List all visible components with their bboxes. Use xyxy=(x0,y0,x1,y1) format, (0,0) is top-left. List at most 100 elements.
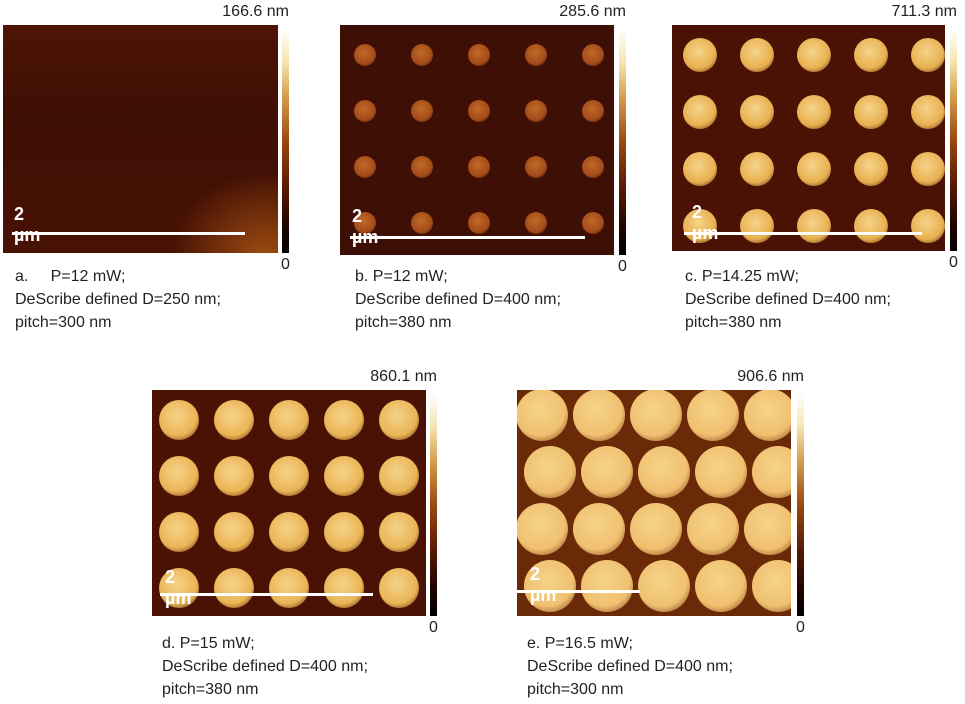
nanostructure-dot xyxy=(379,568,419,608)
nanostructure-dot xyxy=(854,95,888,129)
nanostructure-dot xyxy=(683,38,717,72)
caption-line: DeScribe defined D=250 nm; xyxy=(15,291,221,308)
nanostructure-dot xyxy=(525,156,547,178)
nanostructure-dot xyxy=(269,400,309,440)
nanostructure-dot xyxy=(582,44,604,66)
nanostructure-dot xyxy=(517,503,568,555)
nanostructure-dot xyxy=(687,390,739,441)
nanostructure-dot xyxy=(740,209,774,243)
nanostructure-dot xyxy=(525,44,547,66)
nanostructure-dot xyxy=(797,95,831,129)
nanostructure-dot xyxy=(573,390,625,441)
nanostructure-dot xyxy=(468,44,490,66)
caption-line: b. P=12 mW; xyxy=(355,268,448,285)
nanostructure-dot xyxy=(269,568,309,608)
nanostructure-dot xyxy=(324,400,364,440)
nanostructure-dot xyxy=(324,456,364,496)
scale-bar xyxy=(12,232,245,235)
nanostructure-dot xyxy=(695,560,747,612)
afm-image xyxy=(340,25,614,255)
nanostructure-dot xyxy=(411,212,433,234)
nanostructure-dot xyxy=(854,38,888,72)
caption-line: DeScribe defined D=400 nm; xyxy=(162,658,368,675)
nanostructure-dot xyxy=(740,38,774,72)
nanostructure-dot xyxy=(740,152,774,186)
nanostructure-dot xyxy=(411,100,433,122)
nanostructure-dot xyxy=(269,456,309,496)
nanostructure-dot xyxy=(683,95,717,129)
nanostructure-dot xyxy=(581,446,633,498)
scale-label: 2 µm xyxy=(14,204,41,245)
colorbar xyxy=(797,393,804,616)
scale-label: 2 µm xyxy=(165,567,192,608)
colorbar-min-label: 0 xyxy=(949,254,958,271)
nanostructure-dot xyxy=(911,95,945,129)
nanostructure-dot xyxy=(354,212,376,234)
afm-image xyxy=(672,25,945,251)
colorbar-max-label: 285.6 nm xyxy=(559,3,626,20)
nanostructure-dot xyxy=(411,44,433,66)
colorbar xyxy=(282,28,289,253)
nanostructure-dot xyxy=(683,152,717,186)
nanostructure-dot xyxy=(752,446,791,498)
caption-line: pitch=300 nm xyxy=(15,314,112,331)
colorbar xyxy=(950,28,957,251)
colorbar-max-label: 711.3 nm xyxy=(891,3,957,20)
panel-caption: e. P=16.5 mW; DeScribe defined D=400 nm; p… xyxy=(527,632,733,701)
nanostructure-dot xyxy=(638,560,690,612)
nanostructure-dot xyxy=(573,503,625,555)
caption-line: DeScribe defined D=400 nm; xyxy=(685,291,891,308)
caption-line: c. P=14.25 mW; xyxy=(685,268,799,285)
nanostructure-dot xyxy=(354,100,376,122)
nanostructure-dot xyxy=(517,390,568,441)
colorbar-max-label: 166.6 nm xyxy=(222,3,289,20)
nanostructure-dot xyxy=(744,390,791,441)
colorbar-max-label: 906.6 nm xyxy=(737,368,804,385)
nanostructure-dot xyxy=(468,100,490,122)
afm-image xyxy=(517,390,791,616)
nanostructure-dot xyxy=(159,568,199,608)
nanostructure-dot xyxy=(324,568,364,608)
nanostructure-dot xyxy=(379,456,419,496)
nanostructure-dot xyxy=(911,38,945,72)
colorbar xyxy=(430,393,437,616)
nanostructure-dot xyxy=(630,503,682,555)
nanostructure-dot xyxy=(525,100,547,122)
nanostructure-dot xyxy=(911,209,945,243)
nanostructure-dot xyxy=(581,560,633,612)
nanostructure-dot xyxy=(582,156,604,178)
colorbar-min-label: 0 xyxy=(281,256,290,273)
nanostructure-dot xyxy=(214,512,254,552)
nanostructure-dot xyxy=(354,156,376,178)
nanostructure-dot xyxy=(744,503,791,555)
nanostructure-dot xyxy=(638,446,690,498)
caption-line: pitch=380 nm xyxy=(685,314,782,331)
colorbar-min-label: 0 xyxy=(618,258,627,275)
nanostructure-dot xyxy=(411,156,433,178)
caption-line: DeScribe defined D=400 nm; xyxy=(355,291,561,308)
nanostructure-dot xyxy=(687,503,739,555)
afm-image xyxy=(152,390,426,616)
nanostructure-dot xyxy=(797,152,831,186)
nanostructure-dot xyxy=(214,456,254,496)
nanostructure-dot xyxy=(159,400,199,440)
nanostructure-dot xyxy=(354,44,376,66)
nanostructure-dot xyxy=(797,209,831,243)
nanostructure-dot xyxy=(159,512,199,552)
colorbar-min-label: 0 xyxy=(796,619,805,636)
nanostructure-dot xyxy=(159,456,199,496)
panel-caption: c. P=14.25 mW; DeScribe defined D=400 nm;… xyxy=(685,265,891,334)
colorbar-max-label: 860.1 nm xyxy=(370,368,437,385)
scale-bar xyxy=(160,593,373,596)
caption-line: pitch=300 nm xyxy=(527,681,624,698)
nanostructure-dot xyxy=(854,209,888,243)
scale-bar xyxy=(684,232,922,235)
nanostructure-dot xyxy=(911,152,945,186)
scale-label: 2 µm xyxy=(352,206,379,247)
caption-line: pitch=380 nm xyxy=(355,314,452,331)
scale-bar xyxy=(350,236,585,239)
caption-line: d. P=15 mW; xyxy=(162,635,255,652)
nanostructure-dot xyxy=(324,512,364,552)
nanostructure-dot xyxy=(525,212,547,234)
nanostructure-dot xyxy=(582,212,604,234)
